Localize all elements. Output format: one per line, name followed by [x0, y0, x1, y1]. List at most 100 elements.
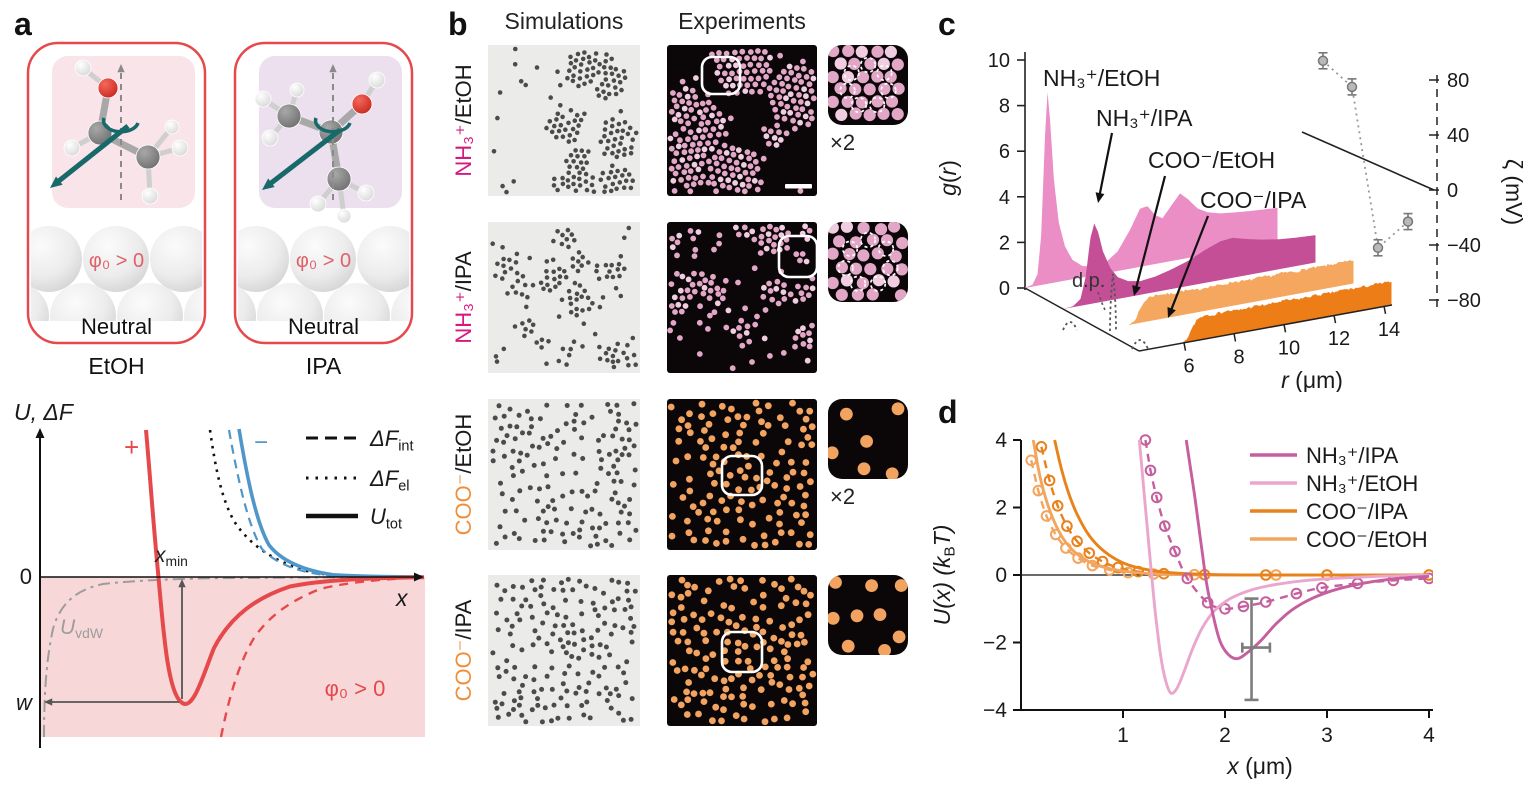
zoom-inset-2 — [828, 399, 908, 484]
zeta-axis-label: ζ (mV) — [1501, 159, 1527, 225]
neutral-label: Neutral — [288, 314, 359, 339]
simulation-image-3 — [488, 575, 640, 731]
column-header-experiments: Experiments — [678, 8, 806, 34]
zoom-region-outline — [720, 630, 764, 674]
g-tick-0: 0 — [999, 278, 1010, 300]
uvdw-label: UvdW — [60, 616, 104, 641]
zeta-zero-line — [1301, 131, 1435, 191]
zoom-region-outline — [720, 454, 764, 497]
legend-label-2: Utot — [370, 504, 402, 532]
substrate-spheres — [31, 226, 202, 321]
zeta-point-2 — [1372, 239, 1384, 257]
row-label-part-0: NH₃⁺ — [451, 124, 476, 177]
g-axis-label: g(r) — [935, 160, 961, 196]
row-label-part-0: COO⁻ — [451, 639, 476, 702]
d-legend-label-3: COO⁻/EtOH — [1306, 527, 1428, 552]
panel-a-schematic: φ₀ > 0 φ₀ > 0 Neutral Neutral EtOH IPA xmin w Uv… — [0, 0, 440, 790]
column-header-simulations: Simulations — [504, 8, 624, 34]
series-label-coo-ipa: COO⁻/IPA — [1200, 187, 1307, 213]
zoom-factor-label: ×2 — [830, 484, 856, 509]
dp-label: d.p. — [1072, 270, 1105, 292]
d-ytick--2: −2 — [983, 632, 1007, 655]
d-legend-label-0: NH₃⁺/IPA — [1306, 443, 1399, 468]
zeta-tick-80: 80 — [1447, 70, 1469, 92]
legend-label-1: ΔFel — [369, 466, 410, 494]
row-label-part-0: COO⁻ — [451, 473, 476, 536]
d-xtick-1: 1 — [1117, 724, 1129, 747]
g-tick-10: 10 — [988, 50, 1010, 72]
series-label-coo-etoh: COO⁻/EtOH — [1148, 147, 1275, 173]
series-label-nh3-etoh: NH₃⁺/EtOH — [1043, 65, 1160, 91]
panel-d-potential-chart: −4 −2 0 2 4 1 2 3 4 x (μm) U(x) (kBT) NH₃⁺/IPA NH₃⁺/… — [920, 390, 1533, 790]
zero-label: 0 — [20, 564, 32, 589]
region-potential-label: φ₀ > 0 — [325, 676, 386, 701]
w-label: w — [16, 690, 34, 715]
d-xtick-3: 3 — [1321, 724, 1333, 747]
row-label-part-0: NH₃⁺ — [451, 291, 476, 344]
plus-label: + — [124, 432, 139, 462]
d-x-axis-label: x (μm) — [1226, 753, 1293, 779]
row-label-2: COO⁻/EtOH — [446, 399, 482, 550]
g-tick-2: 2 — [999, 232, 1010, 254]
curve-6 — [1184, 439, 1430, 661]
panel-b-letter: b — [448, 6, 468, 42]
r-tick-10: 10 — [1278, 337, 1300, 359]
row-label-part-1: /IPA — [451, 599, 476, 640]
legend-label-0: ΔFint — [369, 426, 414, 454]
experiment-image-3 — [667, 575, 817, 731]
panel-d-letter: d — [938, 394, 958, 430]
row-label-3: COO⁻/IPA — [446, 575, 482, 726]
zeta-connector — [1322, 60, 1409, 250]
delta-f-int-plus-curve — [219, 576, 425, 738]
ridge-2 — [1101, 260, 1354, 330]
zoom-region-outline — [700, 55, 742, 96]
zoom-inset-3 — [828, 575, 908, 660]
zeta-point-1 — [1346, 78, 1358, 96]
panel-c-svg: 0 2 4 6 8 10 g(r) 6 8 10 12 14 r (μm) d.p. 80 40 0 −40 −80… — [935, 50, 1527, 393]
simulation-image-1 — [488, 222, 640, 378]
g-tick-6: 6 — [999, 141, 1010, 163]
solvent-label-ipa: IPA — [306, 353, 342, 379]
neutral-label: Neutral — [81, 314, 152, 339]
simulation-image-0 — [488, 45, 640, 201]
row-label-part-1: /IPA — [451, 251, 476, 292]
row-label-part-1: /EtOH — [451, 413, 476, 474]
x-axis-label: x — [395, 585, 409, 611]
simulation-image-2 — [488, 399, 640, 555]
error-bar — [1240, 597, 1272, 702]
r-tick-12: 12 — [1328, 328, 1350, 350]
experiment-image-0 — [667, 45, 817, 201]
g-tick-4: 4 — [999, 187, 1010, 209]
uvdw-curve — [43, 576, 425, 738]
surface-potential-label: φ₀ > 0 — [89, 250, 144, 272]
zeta-tick--40: −40 — [1447, 235, 1481, 257]
zeta-point-3 — [1402, 212, 1414, 231]
panel-c-gr-waterfall-chart: 0 2 4 6 8 10 g(r) 6 8 10 12 14 r (μm) d.p. 80 40 0 −40 −80… — [920, 0, 1533, 393]
d-legend-label-2: COO⁻/IPA — [1306, 499, 1408, 524]
d-ytick--4: −4 — [983, 699, 1007, 722]
ethanol-molecule — [50, 59, 189, 205]
g-tick-8: 8 — [999, 96, 1010, 118]
ridge-0 — [1025, 92, 1278, 288]
d-xtick-2: 2 — [1219, 724, 1231, 747]
d-ytick-4: 4 — [995, 429, 1007, 452]
experiment-image-2 — [667, 399, 817, 555]
zeta-point-0 — [1317, 51, 1329, 70]
zoom-factor-label: ×2 — [830, 130, 856, 155]
d-legend-label-1: NH₃⁺/EtOH — [1306, 471, 1418, 496]
curve-5 — [1137, 439, 1430, 695]
y-axis-label: U, ΔF — [14, 399, 75, 425]
zoom-inset-0 — [828, 45, 908, 130]
panel-d-svg: −4 −2 0 2 4 1 2 3 4 x (μm) U(x) (kBT) NH₃⁺/IPA NH₃⁺/… — [929, 429, 1435, 779]
row-label-1: NH₃⁺/IPA — [446, 222, 482, 373]
r-tick-8: 8 — [1233, 347, 1244, 369]
minus-label: − — [254, 429, 268, 456]
r-axis-label: r (μm) — [1281, 367, 1343, 392]
positive-potential-region — [40, 577, 425, 737]
panel-c-letter: c — [938, 6, 956, 42]
scale-bar — [785, 184, 812, 189]
r-tick-6: 6 — [1183, 356, 1194, 378]
row-label-0: NH₃⁺/EtOH — [446, 45, 482, 196]
panel-b-micrographs: NH₃⁺/EtOH ×2 NH₃⁺/IPA COO⁻/EtOH ×2 COO⁻/IP… — [440, 0, 920, 790]
